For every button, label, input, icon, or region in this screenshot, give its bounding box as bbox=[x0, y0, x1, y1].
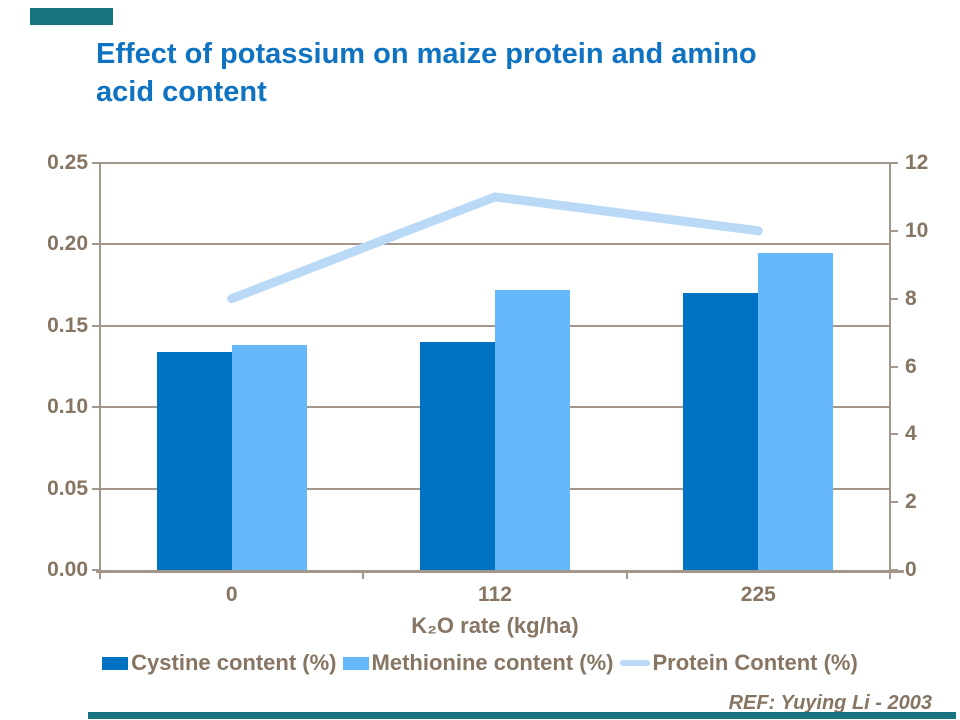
x-axis-tick bbox=[99, 570, 101, 579]
left-axis-line bbox=[99, 163, 101, 572]
right-axis-tick-label: 10 bbox=[905, 218, 929, 242]
left-axis-tick bbox=[92, 324, 100, 327]
x-axis-tick-label: 112 bbox=[478, 583, 512, 606]
gridline bbox=[100, 162, 890, 164]
x-axis-line bbox=[96, 570, 904, 573]
x-axis-tick-label: 0 bbox=[225, 583, 238, 606]
chart-title: Effect of potassium on maize protein and… bbox=[96, 38, 757, 108]
right-axis-tick-label: 8 bbox=[905, 286, 917, 310]
left-axis-tick bbox=[92, 487, 100, 490]
left-axis-tick-label: 0.25 bbox=[47, 151, 88, 174]
right-axis-tick-label: 12 bbox=[905, 151, 929, 174]
right-axis-tick bbox=[890, 501, 898, 504]
left-axis-tick-label: 0.20 bbox=[47, 232, 88, 256]
plot-area bbox=[100, 162, 890, 570]
legend-item: Methionine content (%) bbox=[342, 650, 614, 676]
bar-methionine bbox=[495, 289, 570, 570]
right-axis-tick bbox=[890, 229, 898, 232]
legend-item: Protein Content (%) bbox=[619, 650, 858, 676]
protein-line bbox=[227, 192, 763, 304]
legend-swatch-bar bbox=[342, 656, 369, 670]
x-axis-tick bbox=[625, 570, 628, 579]
right-axis-tick-label: 6 bbox=[905, 354, 917, 378]
legend-swatch-line bbox=[619, 660, 650, 666]
bar-methionine bbox=[758, 252, 834, 570]
bar-methionine bbox=[231, 345, 307, 570]
right-axis-tick bbox=[890, 162, 898, 164]
top-accent-bar bbox=[30, 8, 113, 25]
legend-swatch-bar bbox=[102, 656, 129, 670]
bar-cystine bbox=[420, 342, 495, 570]
x-axis-tick bbox=[889, 570, 891, 579]
reference-text: REF: Yuying Li - 2003 bbox=[728, 692, 932, 714]
bottom-accent-bar bbox=[88, 712, 956, 719]
left-axis-tick-label: 0.05 bbox=[47, 476, 88, 500]
left-axis-tick-label: 0.15 bbox=[47, 313, 88, 337]
left-axis-tick bbox=[92, 243, 100, 246]
right-axis-tick bbox=[890, 569, 898, 571]
left-axis-tick bbox=[92, 406, 100, 409]
left-axis-labels: 0.25 0.20 0.15 0.10 0.05 0.00 bbox=[18, 151, 88, 581]
legend-label: Methionine content (%) bbox=[371, 650, 614, 675]
x-axis-tick-label: 225 bbox=[740, 583, 776, 606]
right-axis-tick-label: 4 bbox=[905, 422, 917, 446]
legend-label: Cystine content (%) bbox=[131, 650, 337, 675]
legend-label: Protein Content (%) bbox=[652, 650, 858, 675]
left-axis-tick-label: 0.10 bbox=[47, 395, 88, 419]
left-axis-tick bbox=[92, 162, 100, 164]
x-axis-title: K₂O rate (kg/ha) bbox=[411, 613, 579, 638]
legend-item: Cystine content (%) bbox=[102, 650, 337, 676]
right-axis-tick-label: 0 bbox=[905, 558, 917, 581]
x-axis-tick bbox=[362, 570, 365, 579]
right-axis-tick bbox=[890, 297, 898, 300]
right-axis-line bbox=[889, 163, 891, 572]
left-axis-tick-label: 0.00 bbox=[47, 558, 88, 581]
right-axis-tick bbox=[890, 433, 898, 436]
right-axis-tick bbox=[890, 365, 898, 368]
right-axis-tick-label: 2 bbox=[905, 490, 917, 514]
right-axis-labels: 12 10 8 6 4 2 0 bbox=[905, 151, 955, 581]
x-axis-tick-labels: 0 112 225 bbox=[100, 583, 890, 609]
left-axis-tick bbox=[92, 569, 100, 571]
gridline bbox=[100, 243, 890, 246]
bar-cystine bbox=[156, 351, 232, 570]
chart-legend: Cystine content (%) Methionine content (%… bbox=[0, 650, 960, 676]
bar-cystine bbox=[683, 293, 759, 570]
